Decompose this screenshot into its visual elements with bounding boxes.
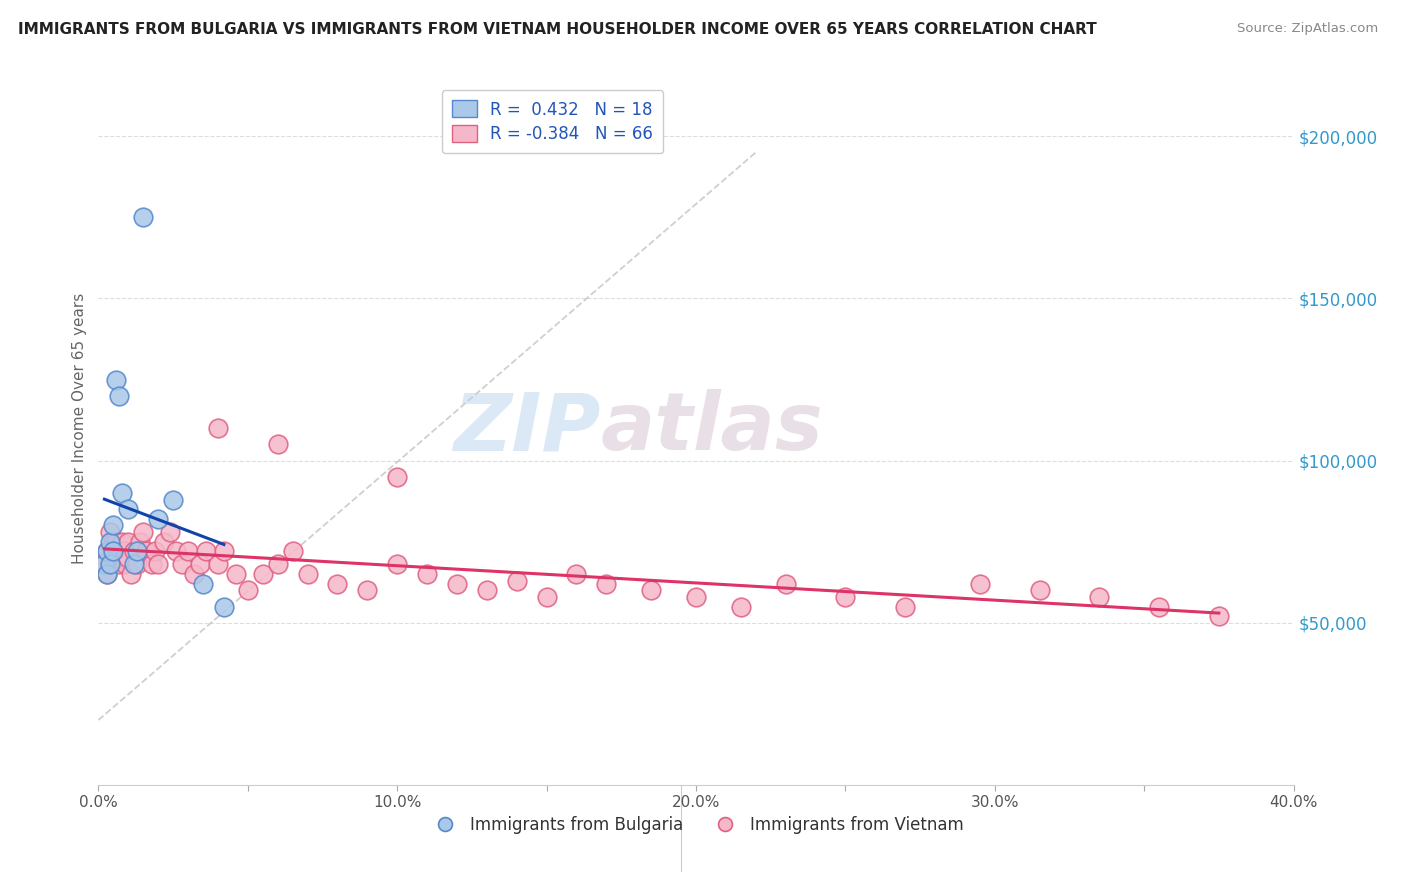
Point [1088,590,1111,604]
Point [685,590,707,604]
Point [117,534,139,549]
Point [120,567,142,582]
Point [96,544,118,558]
Point [114,544,136,558]
Point [188,558,211,572]
Point [135,544,157,558]
Point [96,567,118,582]
Point [127,544,149,558]
Point [93,558,115,572]
Point [565,567,588,582]
Point [252,567,274,582]
Point [191,577,214,591]
Point [356,583,378,598]
Point [96,544,118,558]
Point [385,470,409,484]
Point [153,534,176,549]
Point [132,524,155,539]
Point [98,558,122,572]
Point [103,534,125,549]
Point [207,421,229,435]
Point [105,534,128,549]
Point [98,534,122,549]
Text: ZIP: ZIP [453,389,600,467]
Point [111,486,134,500]
Point [416,567,439,582]
Text: IMMIGRANTS FROM BULGARIA VS IMMIGRANTS FROM VIETNAM HOUSEHOLDER INCOME OVER 65 Y: IMMIGRANTS FROM BULGARIA VS IMMIGRANTS F… [18,22,1097,37]
Point [93,558,115,572]
Point [108,558,131,572]
Point [177,544,200,558]
Legend: Immigrants from Bulgaria, Immigrants from Vietnam: Immigrants from Bulgaria, Immigrants fro… [422,810,970,841]
Point [506,574,529,588]
Point [730,599,752,614]
Point [108,544,131,558]
Point [195,544,218,558]
Point [159,524,181,539]
Point [117,550,139,565]
Point [212,599,235,614]
Point [172,558,194,572]
Point [162,492,184,507]
Point [148,558,170,572]
Point [183,567,205,582]
Point [207,558,229,572]
Point [326,577,349,591]
Point [1147,599,1170,614]
Point [108,389,131,403]
Point [105,550,128,565]
Point [132,211,155,225]
Point [141,558,163,572]
Point [103,544,125,558]
Point [117,502,139,516]
Point [267,437,290,451]
Point [212,544,235,558]
Point [148,512,170,526]
Text: Source: ZipAtlas.com: Source: ZipAtlas.com [1237,22,1378,36]
Point [124,558,146,572]
Text: atlas: atlas [600,389,823,467]
Point [114,558,136,572]
Point [98,524,122,539]
Point [297,567,319,582]
Point [1208,609,1230,624]
Point [894,599,917,614]
Point [103,518,125,533]
Point [446,577,468,591]
Point [775,577,797,591]
Point [103,544,125,558]
Point [111,534,134,549]
Point [475,583,498,598]
Point [96,567,118,582]
Point [111,550,134,565]
Point [129,534,152,549]
Point [281,544,304,558]
Point [127,558,149,572]
Point [236,583,259,598]
Point [98,558,122,572]
Point [834,590,856,604]
Y-axis label: Householder Income Over 65 years: Householder Income Over 65 years [72,293,87,564]
Point [124,544,146,558]
Point [536,590,558,604]
Point [267,558,290,572]
Point [143,544,166,558]
Point [640,583,662,598]
Point [595,577,617,591]
Point [225,567,247,582]
Point [969,577,991,591]
Point [105,372,128,386]
Point [1028,583,1050,598]
Point [385,558,409,572]
Point [165,544,187,558]
